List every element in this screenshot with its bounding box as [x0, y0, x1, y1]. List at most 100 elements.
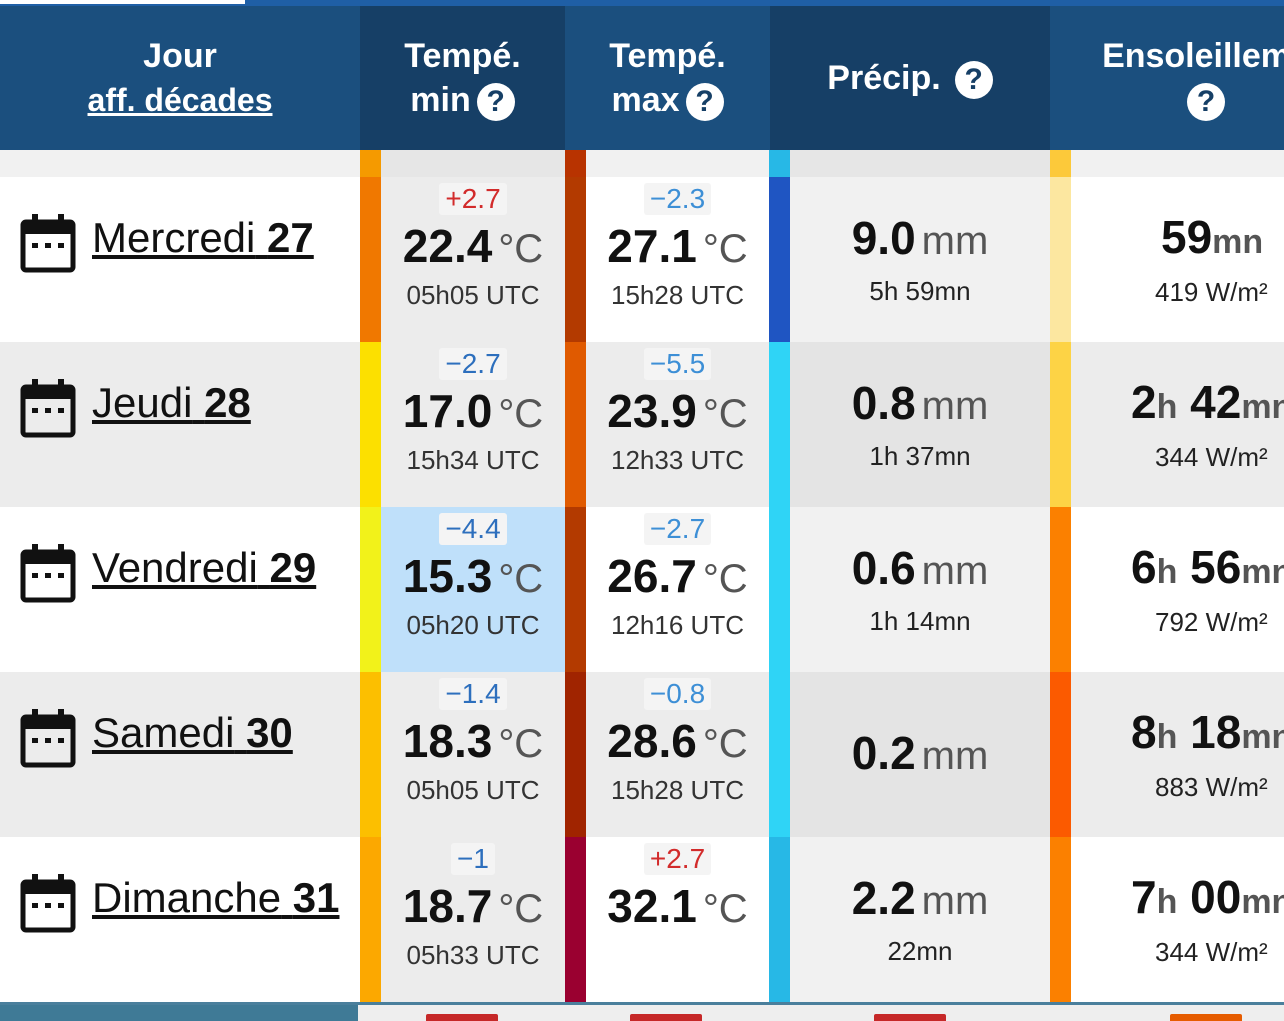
help-icon[interactable]: ?	[685, 83, 724, 122]
header-spacer	[0, 150, 1284, 177]
tmax-cell: −5.5 23.9 °C 12h33 UTC	[586, 342, 769, 507]
tmax-color-bar	[565, 672, 586, 837]
tmin-value: 17.0 °C	[402, 385, 544, 437]
sunshine-value: 59mn	[1161, 211, 1264, 263]
day-link[interactable]: Dimanche 31	[92, 874, 340, 921]
calendar-icon[interactable]	[20, 543, 76, 603]
precip-duration: 1h 37mn	[869, 441, 971, 471]
precip-duration: 1h 14mn	[869, 606, 971, 636]
precip-color-bar	[769, 342, 790, 507]
tmax-time: 15h28 UTC	[611, 280, 744, 310]
tmax-deviation-badge: −0.8	[643, 678, 712, 710]
header-day-title: Jour	[143, 37, 217, 75]
tmax-time: 15h28 UTC	[611, 775, 744, 805]
calendar-icon[interactable]	[20, 873, 76, 933]
tmin-deviation-badge: −4.4	[439, 513, 507, 545]
sunshine-radiation: 792 W/m²	[1155, 607, 1268, 637]
header-tmin-line2: min	[410, 81, 471, 119]
tmax-color-bar	[565, 177, 586, 342]
tmax-time: 12h16 UTC	[611, 610, 744, 640]
sunshine-cell: 2h 42mn 344 W/m²	[1071, 342, 1284, 507]
sun-color-bar	[1050, 507, 1071, 672]
help-icon[interactable]: ?	[476, 83, 515, 122]
sunshine-value: 6h 56mn	[1131, 541, 1284, 593]
day-link[interactable]: Mercredi 27	[92, 214, 314, 261]
header-temp-max: Tempé. max?	[565, 6, 770, 150]
precip-cell: 2.2 mm 22mn	[790, 837, 1050, 1002]
sun-color-bar	[1050, 177, 1071, 342]
calendar-icon[interactable]	[20, 708, 76, 768]
sunshine-cell: 6h 56mn 792 W/m²	[1071, 507, 1284, 672]
table-row: Jeudi 28 −2.7 17.0 °C 15h34 UTC −5.5 23.9…	[0, 342, 1284, 507]
tmin-time: 05h33 UTC	[406, 940, 540, 970]
precip-color-bar	[769, 177, 790, 342]
tmin-deviation-badge: −2.7	[439, 348, 507, 380]
tmax-deviation-badge: −2.7	[643, 513, 712, 545]
tmax-color-bar	[565, 342, 586, 507]
precip-duration: 22mn	[887, 936, 953, 966]
tmin-value: 18.3 °C	[402, 715, 544, 767]
precip-color-bar	[769, 672, 790, 837]
tmin-cell: −1.4 18.3 °C 05h05 UTC	[381, 672, 565, 837]
table-row: Mercredi 27 +2.7 22.4 °C 05h05 UTC −2.3 2…	[0, 177, 1284, 342]
tmin-color-bar	[360, 507, 381, 672]
calendar-icon[interactable]	[20, 378, 76, 438]
tmax-deviation-badge: −2.3	[643, 183, 712, 215]
header-tmin-line1: Tempé.	[404, 37, 521, 75]
tmax-deviation-badge: −5.5	[643, 348, 712, 380]
sun-color-bar	[1050, 672, 1071, 837]
spacer-bar-tmax	[565, 150, 586, 177]
day-link[interactable]: Vendredi 29	[92, 544, 317, 591]
tmin-value: 18.7 °C	[402, 880, 544, 932]
tmax-color-bar	[565, 837, 586, 1002]
table-footer	[0, 1002, 1284, 1021]
calendar-icon[interactable]	[20, 213, 76, 273]
sunshine-value: 8h 18mn	[1131, 706, 1284, 758]
tmin-color-bar	[360, 342, 381, 507]
tmin-deviation-badge: −1	[451, 843, 495, 875]
tmax-value: 27.1 °C	[607, 220, 748, 272]
sunshine-value: 2h 42mn	[1131, 376, 1284, 428]
precip-value: 2.2 mm	[851, 872, 989, 924]
tmin-cell: −2.7 17.0 °C 15h34 UTC	[381, 342, 565, 507]
tmax-value: 28.6 °C	[607, 715, 748, 767]
table-header: Jour aff. décades Tempé. min? Tempé. max…	[0, 6, 1284, 150]
day-cell: Jeudi 28	[0, 342, 360, 507]
sunshine-cell: 7h 00mn 344 W/m²	[1071, 837, 1284, 1002]
day-cell: Samedi 30	[0, 672, 360, 837]
decades-link[interactable]: aff. décades	[87, 82, 273, 118]
precip-cell: 9.0 mm 5h 59mn	[790, 177, 1050, 342]
tmax-cell: −0.8 28.6 °C 15h28 UTC	[586, 672, 769, 837]
tmax-time: 12h33 UTC	[611, 445, 744, 475]
precip-duration: 5h 59mn	[869, 276, 971, 306]
tmin-time: 15h34 UTC	[406, 445, 540, 475]
help-icon[interactable]: ?	[954, 61, 993, 100]
precip-value: 0.2 mm	[851, 727, 989, 779]
precip-color-bar	[769, 837, 790, 1002]
precip-value: 0.6 mm	[851, 542, 989, 594]
sunshine-radiation: 344 W/m²	[1155, 937, 1268, 967]
tmax-cell: −2.7 26.7 °C 12h16 UTC	[586, 507, 769, 672]
precip-color-bar	[769, 507, 790, 672]
tmin-value: 22.4 °C	[402, 220, 544, 272]
tmin-time: 05h05 UTC	[406, 775, 540, 805]
tmin-cell: +2.7 22.4 °C 05h05 UTC	[381, 177, 565, 342]
spacer-bar-precip	[769, 150, 790, 177]
day-link[interactable]: Samedi 30	[92, 709, 293, 756]
tmin-time: 05h05 UTC	[406, 280, 540, 310]
tmax-value: 23.9 °C	[607, 385, 748, 437]
top-strip	[0, 0, 1284, 6]
precip-value: 9.0 mm	[851, 212, 989, 264]
header-tmax-line2: max	[611, 81, 680, 119]
day-link[interactable]: Jeudi 28	[92, 379, 251, 426]
day-cell: Mercredi 27	[0, 177, 360, 342]
tmin-color-bar	[360, 672, 381, 837]
tmin-deviation-badge: +2.7	[439, 183, 507, 215]
header-temp-min: Tempé. min?	[360, 6, 565, 150]
sun-color-bar	[1050, 837, 1071, 1002]
table-row: Dimanche 31 −1 18.7 °C 05h33 UTC +2.7 32.…	[0, 837, 1284, 1002]
tmax-cell: +2.7 32.1 °C	[586, 837, 769, 1002]
sunshine-cell: 59mn 419 W/m²	[1071, 177, 1284, 342]
header-day: Jour aff. décades	[0, 6, 360, 150]
help-icon[interactable]: ?	[1187, 83, 1225, 122]
